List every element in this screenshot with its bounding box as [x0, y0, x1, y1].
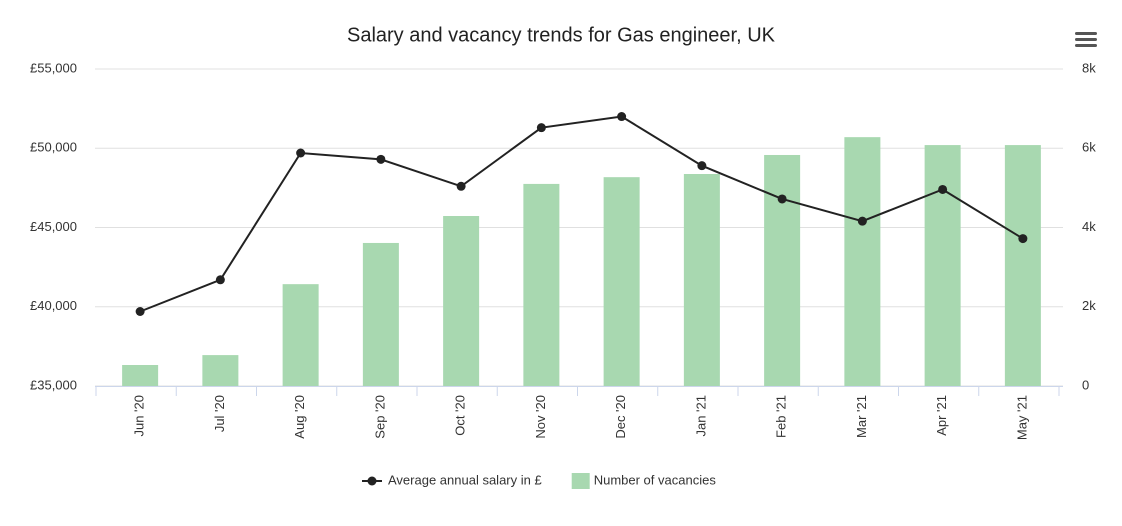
x-tick-label: Aug '20 — [292, 395, 307, 439]
x-tick-label: Oct '20 — [453, 395, 468, 436]
y2-tick-label: 0 — [1082, 377, 1089, 392]
bar — [282, 284, 319, 386]
y-tick-label: £40,000 — [30, 298, 77, 313]
y2-tick-label: 6k — [1082, 140, 1096, 155]
x-tick-label: Dec '20 — [613, 395, 628, 439]
line — [139, 115, 1024, 313]
point — [296, 148, 306, 158]
bar — [844, 137, 881, 386]
menu-bar — [1075, 44, 1097, 47]
legend-label: Number of vacancies — [594, 472, 717, 487]
x-tick-label: Mar '21 — [854, 395, 869, 438]
menu-bar — [1075, 38, 1097, 41]
x-tick-label: Jan '21 — [693, 395, 708, 437]
bar — [362, 242, 399, 386]
y-tick-label: £50,000 — [30, 140, 77, 155]
bar — [683, 174, 720, 386]
bar — [523, 183, 560, 386]
y2-tick-label: 8k — [1082, 60, 1096, 75]
legend-item[interactable]: Number of vacancies — [571, 472, 717, 489]
point — [617, 112, 627, 122]
legend-symbol — [367, 476, 377, 486]
chart-title: Salary and vacancy trends for Gas engine… — [347, 24, 776, 46]
bar — [443, 216, 480, 386]
x-tick-label: Feb '21 — [774, 395, 789, 438]
legend-label: Average annual salary in £ — [388, 472, 542, 487]
point — [376, 154, 386, 164]
x-tick-label: Sep '20 — [372, 395, 387, 439]
point — [697, 161, 707, 171]
point — [456, 181, 466, 191]
menu-bar — [1075, 32, 1097, 35]
point — [938, 184, 948, 194]
bar — [924, 145, 961, 386]
bar — [122, 364, 159, 386]
bar — [764, 154, 801, 386]
x-tick-label: Apr '21 — [934, 395, 949, 436]
bar — [202, 355, 239, 386]
x-tick-label: May '21 — [1014, 395, 1029, 440]
y-tick-label: £55,000 — [30, 60, 77, 75]
x-tick-label: Jun '20 — [132, 395, 147, 437]
y2-tick-label: 4k — [1082, 219, 1096, 234]
y-tick-label: £35,000 — [30, 377, 77, 392]
menu-icon[interactable] — [1075, 32, 1097, 47]
y-tick-label: £45,000 — [30, 219, 77, 234]
point — [777, 194, 787, 204]
point — [857, 216, 867, 226]
legend-item[interactable]: Average annual salary in £ — [362, 472, 542, 487]
point — [135, 307, 145, 317]
x-tick-label: Nov '20 — [533, 395, 548, 439]
point — [215, 275, 225, 285]
point — [1018, 234, 1028, 244]
x-tick-label: Jul '20 — [212, 395, 227, 432]
y2-tick-label: 2k — [1082, 298, 1096, 313]
point — [536, 123, 546, 133]
legend-symbol — [571, 473, 590, 489]
bar — [1004, 145, 1041, 386]
bar — [603, 177, 640, 386]
